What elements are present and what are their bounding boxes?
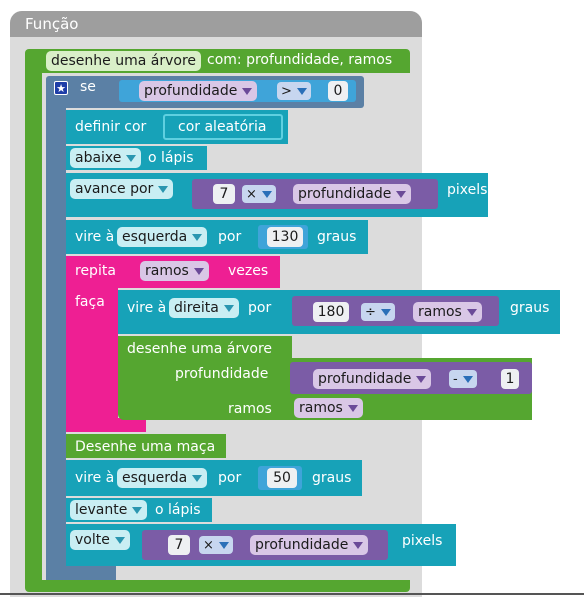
repeat-block-footer <box>66 418 146 432</box>
turn-mid-label: por <box>218 229 242 245</box>
dropdown-arrow-icon <box>192 474 203 482</box>
turn-mid-label: por <box>218 470 242 486</box>
dropdown-arrow-icon <box>223 304 234 312</box>
dropdown-arrow-icon <box>242 87 253 95</box>
turn-prefix: vire à <box>127 300 167 316</box>
dropdown-arrow-icon <box>126 154 137 162</box>
if-block-spine <box>46 100 66 580</box>
pen-up-suffix: o lápis <box>155 502 201 518</box>
multiply-operator-dropdown[interactable]: × <box>199 536 233 554</box>
degrees-unit-label: graus <box>510 300 550 316</box>
bottom-divider <box>0 593 584 595</box>
var-profundidade-pill[interactable]: profundidade <box>139 81 258 101</box>
multiply-operator-dropdown[interactable]: × <box>242 185 276 203</box>
pen-down-suffix: o lápis <box>148 150 194 166</box>
var-profundidade-pill[interactable]: profundidade <box>293 184 412 204</box>
var-ramos-pill[interactable]: ramos <box>294 398 363 418</box>
var-profundidade-pill[interactable]: profundidade <box>250 535 369 555</box>
turn-mid-label: por <box>248 300 272 316</box>
var-ramos-pill[interactable]: ramos <box>140 261 209 281</box>
dropdown-arrow-icon <box>466 308 477 316</box>
pixels-unit-label: pixels <box>402 533 443 549</box>
turn-direction-dropdown[interactable]: esquerda <box>117 227 208 247</box>
turn-direction-dropdown[interactable]: esquerda <box>117 468 208 488</box>
pixels-unit-label: pixels <box>447 182 488 198</box>
set-color-label: definir cor <box>75 119 147 135</box>
multiply-left-input[interactable]: 7 <box>168 535 190 555</box>
turn-left-block[interactable] <box>66 460 362 496</box>
repeat-suffix: vezes <box>228 263 269 279</box>
random-color-block[interactable] <box>163 114 283 140</box>
dropdown-arrow-icon <box>462 375 473 383</box>
call-tree-param2-label: ramos <box>228 401 272 417</box>
angle-input[interactable]: 130 <box>267 227 303 247</box>
compare-value-input[interactable]: 0 <box>328 81 348 101</box>
subtract-operator-dropdown[interactable]: - <box>449 370 477 388</box>
dropdown-arrow-icon <box>114 536 125 544</box>
dropdown-arrow-icon <box>192 233 203 241</box>
repeat-block-spine <box>66 256 118 428</box>
draw-apple-label: Desenhe uma maça <box>75 439 216 455</box>
dropdown-arrow-icon <box>347 404 358 412</box>
draw-apple-block[interactable] <box>66 434 226 458</box>
if-block-footer <box>46 566 116 580</box>
if-keyword: se <box>80 79 96 95</box>
panel-title: Função <box>25 15 79 33</box>
dropdown-arrow-icon <box>353 541 364 549</box>
var-profundidade-pill[interactable]: profundidade <box>313 369 432 389</box>
multiply-left-input[interactable]: 7 <box>213 184 235 204</box>
dropdown-arrow-icon <box>261 190 272 198</box>
divide-left-input[interactable]: 180 <box>313 302 349 322</box>
dropdown-arrow-icon <box>132 506 143 514</box>
turn-left-block[interactable] <box>66 220 368 254</box>
turn-prefix: vire à <box>75 470 115 486</box>
dropdown-arrow-icon <box>416 375 427 383</box>
move-direction-dropdown[interactable]: volte <box>70 530 130 550</box>
dropdown-arrow-icon <box>396 190 407 198</box>
call-tree-param1-label: profundidade <box>175 366 269 382</box>
degrees-unit-label: graus <box>312 470 352 486</box>
function-params-label: com: profundidade, ramos <box>207 52 393 68</box>
turn-direction-dropdown[interactable]: direita <box>169 298 239 318</box>
move-direction-dropdown[interactable]: avance por <box>70 179 174 199</box>
dropdown-arrow-icon <box>158 185 169 193</box>
degrees-unit-label: graus <box>317 229 357 245</box>
dropdown-arrow-icon <box>296 87 307 95</box>
divide-operator-dropdown[interactable]: ÷ <box>361 303 395 321</box>
function-panel-header <box>10 11 422 37</box>
repeat-do-label: faça <box>75 294 105 310</box>
compare-operator-dropdown[interactable]: > <box>277 82 311 100</box>
angle-input[interactable]: 50 <box>267 468 297 488</box>
repeat-label: repita <box>75 263 116 279</box>
call-tree-name: desenhe uma árvore <box>127 341 273 357</box>
mutator-star-icon[interactable]: ★ <box>54 81 68 95</box>
var-ramos-pill[interactable]: ramos <box>413 302 482 322</box>
dropdown-arrow-icon <box>193 267 204 275</box>
random-color-label: cor aleatória <box>178 119 267 135</box>
pen-state-dropdown[interactable]: abaixe <box>70 148 142 168</box>
dropdown-arrow-icon <box>380 308 391 316</box>
turn-prefix: vire à <box>75 229 115 245</box>
subtract-right-input[interactable]: 1 <box>501 369 519 389</box>
dropdown-arrow-icon <box>218 541 229 549</box>
pen-state-dropdown[interactable]: levante <box>70 500 148 520</box>
function-name-field[interactable]: desenhe uma árvore <box>46 51 202 71</box>
